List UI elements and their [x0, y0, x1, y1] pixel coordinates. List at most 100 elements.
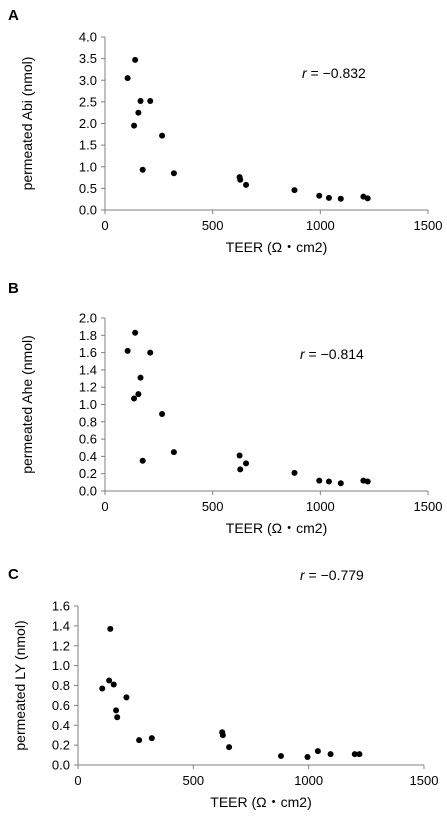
data-point	[135, 391, 142, 398]
x-axis-title: TEER (Ω・cm2)	[226, 239, 327, 255]
correlation-value: = −0.814	[305, 346, 364, 362]
x-tick-label: 0	[101, 218, 108, 233]
y-tick-label: 0.5	[79, 181, 97, 196]
correlation-annotation: r = −0.832	[302, 65, 366, 81]
x-tick-label: 500	[202, 499, 224, 514]
y-tick-label: 1.5	[79, 138, 97, 153]
y-tick-label: 1.4	[79, 362, 97, 377]
data-point	[137, 98, 144, 105]
data-point	[337, 480, 344, 487]
y-axis-title: permeated LY (nmol)	[12, 620, 28, 750]
data-point	[159, 411, 166, 418]
y-axis-title: permeated Ahe (nmol)	[19, 335, 35, 474]
x-axis-title: TEER (Ω・cm2)	[210, 794, 311, 810]
data-point	[170, 170, 177, 177]
y-tick-label: 1.6	[52, 599, 70, 614]
y-tick-label: 1.0	[79, 397, 97, 412]
data-point	[325, 478, 332, 485]
data-point	[237, 466, 244, 473]
y-tick-label: 2.0	[79, 116, 97, 131]
data-point	[237, 176, 244, 183]
y-tick-label: 0.6	[52, 698, 70, 713]
data-point	[291, 187, 298, 194]
data-point	[137, 374, 144, 381]
data-point	[314, 748, 321, 755]
data-point	[124, 75, 131, 82]
correlation-annotation: r = −0.779	[300, 567, 364, 583]
data-point	[219, 732, 226, 739]
panel-letter: A	[8, 7, 19, 24]
y-tick-label: 1.4	[52, 618, 70, 633]
y-tick-label: 4.0	[79, 30, 97, 45]
data-point	[304, 754, 311, 761]
x-tick-label: 500	[182, 773, 204, 788]
x-tick-label: 1500	[410, 773, 439, 788]
x-tick-label: 1000	[306, 499, 335, 514]
y-tick-label: 0.0	[79, 484, 97, 499]
y-tick-label: 0.2	[52, 738, 70, 753]
y-tick-label: 0.4	[79, 449, 97, 464]
data-point	[364, 195, 371, 202]
panel-letter: B	[8, 280, 19, 297]
data-point	[243, 460, 250, 467]
data-point	[364, 478, 371, 485]
y-tick-label: 3.5	[79, 51, 97, 66]
data-point	[226, 744, 233, 751]
y-tick-label: 0.6	[79, 432, 97, 447]
data-point	[132, 56, 139, 63]
x-axis-title: TEER (Ω・cm2)	[226, 520, 327, 536]
correlation-symbol: r	[300, 567, 306, 583]
data-point	[114, 714, 121, 721]
x-tick-label: 0	[74, 773, 81, 788]
data-point	[351, 751, 358, 758]
data-point	[107, 625, 114, 632]
data-point	[327, 751, 334, 758]
x-tick-label: 1500	[414, 499, 443, 514]
data-point	[277, 753, 284, 760]
y-axis-title: permeated Abi (nmol)	[19, 57, 35, 191]
x-tick-label: 500	[202, 218, 224, 233]
data-point	[148, 735, 155, 742]
data-point	[131, 122, 138, 129]
correlation-annotation: r = −0.814	[300, 346, 364, 362]
y-tick-label: 0.4	[52, 718, 70, 733]
data-point	[132, 329, 139, 336]
y-tick-label: 1.2	[79, 380, 97, 395]
data-point	[113, 707, 120, 714]
panel-letter: C	[8, 566, 19, 583]
y-tick-label: 0.0	[79, 203, 97, 218]
data-point	[106, 677, 113, 684]
correlation-symbol: r	[302, 65, 308, 81]
data-point	[170, 449, 177, 456]
x-tick-label: 0	[101, 499, 108, 514]
y-tick-label: 1.2	[52, 638, 70, 653]
y-tick-label: 3.0	[79, 73, 97, 88]
data-point	[110, 681, 117, 688]
x-tick-label: 1000	[294, 773, 323, 788]
data-point	[123, 694, 130, 701]
y-tick-label: 0.8	[52, 678, 70, 693]
correlation-value: = −0.832	[307, 65, 366, 81]
y-tick-label: 2.0	[79, 311, 97, 326]
data-point	[356, 751, 363, 758]
y-tick-label: 1.6	[79, 345, 97, 360]
correlation-value: = −0.779	[305, 567, 364, 583]
data-point	[147, 98, 154, 105]
y-tick-label: 2.5	[79, 94, 97, 109]
data-point	[236, 452, 243, 459]
correlation-symbol: r	[300, 346, 306, 362]
data-point	[136, 737, 143, 744]
data-point	[147, 349, 154, 356]
data-point	[99, 685, 106, 692]
data-point	[124, 347, 131, 354]
data-point	[316, 477, 323, 484]
y-tick-label: 1.0	[79, 159, 97, 174]
y-tick-label: 0.0	[52, 758, 70, 773]
data-point	[139, 457, 146, 464]
data-point	[316, 192, 323, 199]
data-point	[291, 469, 298, 476]
data-point	[131, 395, 138, 402]
x-tick-label: 1500	[414, 218, 443, 233]
x-tick-label: 1000	[306, 218, 335, 233]
